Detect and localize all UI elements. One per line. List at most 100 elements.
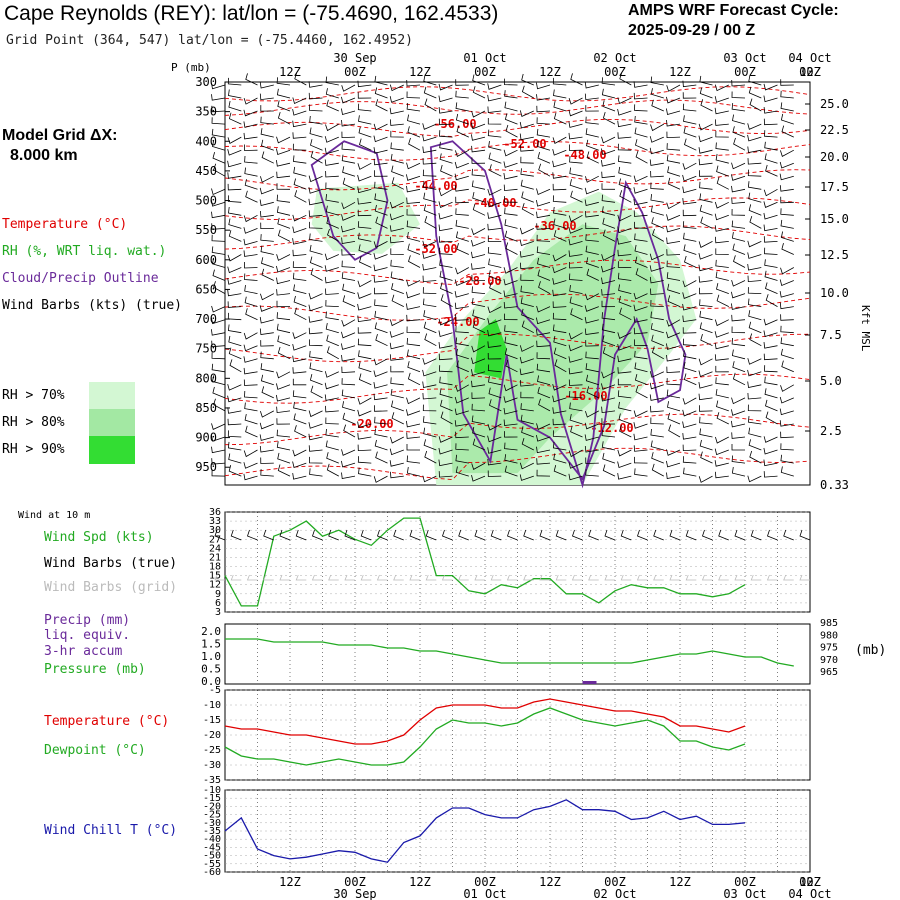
wind-barb [310,150,323,164]
wind-barb [731,174,746,181]
wind-barb [747,252,762,259]
wind-barb [779,408,794,416]
wind-barb [260,457,274,464]
wind-barb [667,401,681,412]
wind-barb [552,172,567,179]
wind-barb [666,389,681,399]
wind-barb-grid [701,574,713,581]
legend-wind-chill: Wind Chill T (°C) [44,823,178,838]
wind-barb [487,470,502,477]
wind-barb [568,121,583,128]
wind-barb [357,209,372,217]
wind-barb [504,313,518,321]
wind-barb-true [214,529,226,541]
wind-barb [601,383,616,390]
wind-barb [698,123,713,131]
wind-barb [373,475,388,483]
wind-barb [211,211,226,219]
wind-barb [245,308,258,321]
wind-barb [228,206,242,216]
wind-barb [683,373,697,386]
legend-sfc-temperature: Temperature (°C) [44,714,170,729]
wind-barb [341,472,356,479]
wind-barb [731,444,745,451]
wind-barb [617,261,632,268]
wind-barb [440,399,453,412]
wind-barb [618,284,632,294]
wind-barb [359,255,372,268]
wind-barb [715,365,729,373]
wind-barb [649,265,664,272]
wind-barb [374,299,388,307]
wind-barb [536,246,551,255]
wind-barb [487,223,502,231]
wind-barb [456,360,469,373]
wind-barb [570,308,583,321]
wind-barb [438,436,453,443]
wind-barb [633,316,648,323]
wind-barb [309,115,323,125]
wind-barb [553,453,567,464]
wind-barb [504,219,518,229]
wind-barb [520,391,534,399]
wind-barb [763,236,778,243]
wind-barb [617,97,632,105]
wind-barb [617,461,632,469]
wind-barb [633,304,648,312]
wind-barb [568,379,583,386]
isotherm-line [224,447,811,481]
wind-barb [325,417,339,425]
wind-barb [487,235,502,242]
wind-barb [423,321,437,334]
wind-barb [780,90,794,99]
wind-barb [358,373,372,386]
wind-barb [700,99,713,112]
wind-barb [487,118,502,125]
wind-barb [504,465,518,477]
wind-barb [422,263,437,271]
wind-barb [391,294,404,307]
wind-barb [293,295,307,307]
wind-barb [471,297,486,307]
wind-barb [715,271,729,281]
wind-barb [634,468,648,477]
wind-barb [454,185,469,192]
wind-barb [406,220,421,229]
wind-barb [537,386,551,399]
wind-barb [584,305,599,312]
wind-barb [780,231,794,242]
wind-barb [438,353,453,361]
wind-barb [586,139,599,151]
wind-barb [666,319,681,327]
wind-barb [699,170,713,177]
wind-barb [488,152,502,164]
wind-barb [731,409,746,416]
wind-barb [211,423,226,430]
wind-barb [243,344,258,352]
wind-barb [423,75,437,86]
wind-barb [617,332,632,339]
wind-barb [584,316,599,324]
wind-barb [634,115,648,125]
wind-barb [634,244,648,255]
wind-barb [698,370,713,378]
wind-barb [536,317,551,325]
wind-barb [227,160,242,168]
wind-barb [309,456,323,464]
legend-rh70-swatch [89,382,135,409]
wind-barb [731,326,746,334]
wind-barb [407,361,421,373]
wind-barb [471,180,486,190]
wind-barb [440,411,453,425]
wind-barb [358,232,372,242]
wind-barb [763,188,778,197]
wind-barb [373,158,388,166]
height-tick-label: 10.0 [820,286,849,300]
wind-barb [568,344,583,352]
wind-barb [244,144,258,151]
wind-barb [650,428,664,438]
wind-barb [374,204,388,216]
wind-barb [309,362,323,373]
wind-barb [244,285,258,294]
dewpoint-line [224,707,746,766]
